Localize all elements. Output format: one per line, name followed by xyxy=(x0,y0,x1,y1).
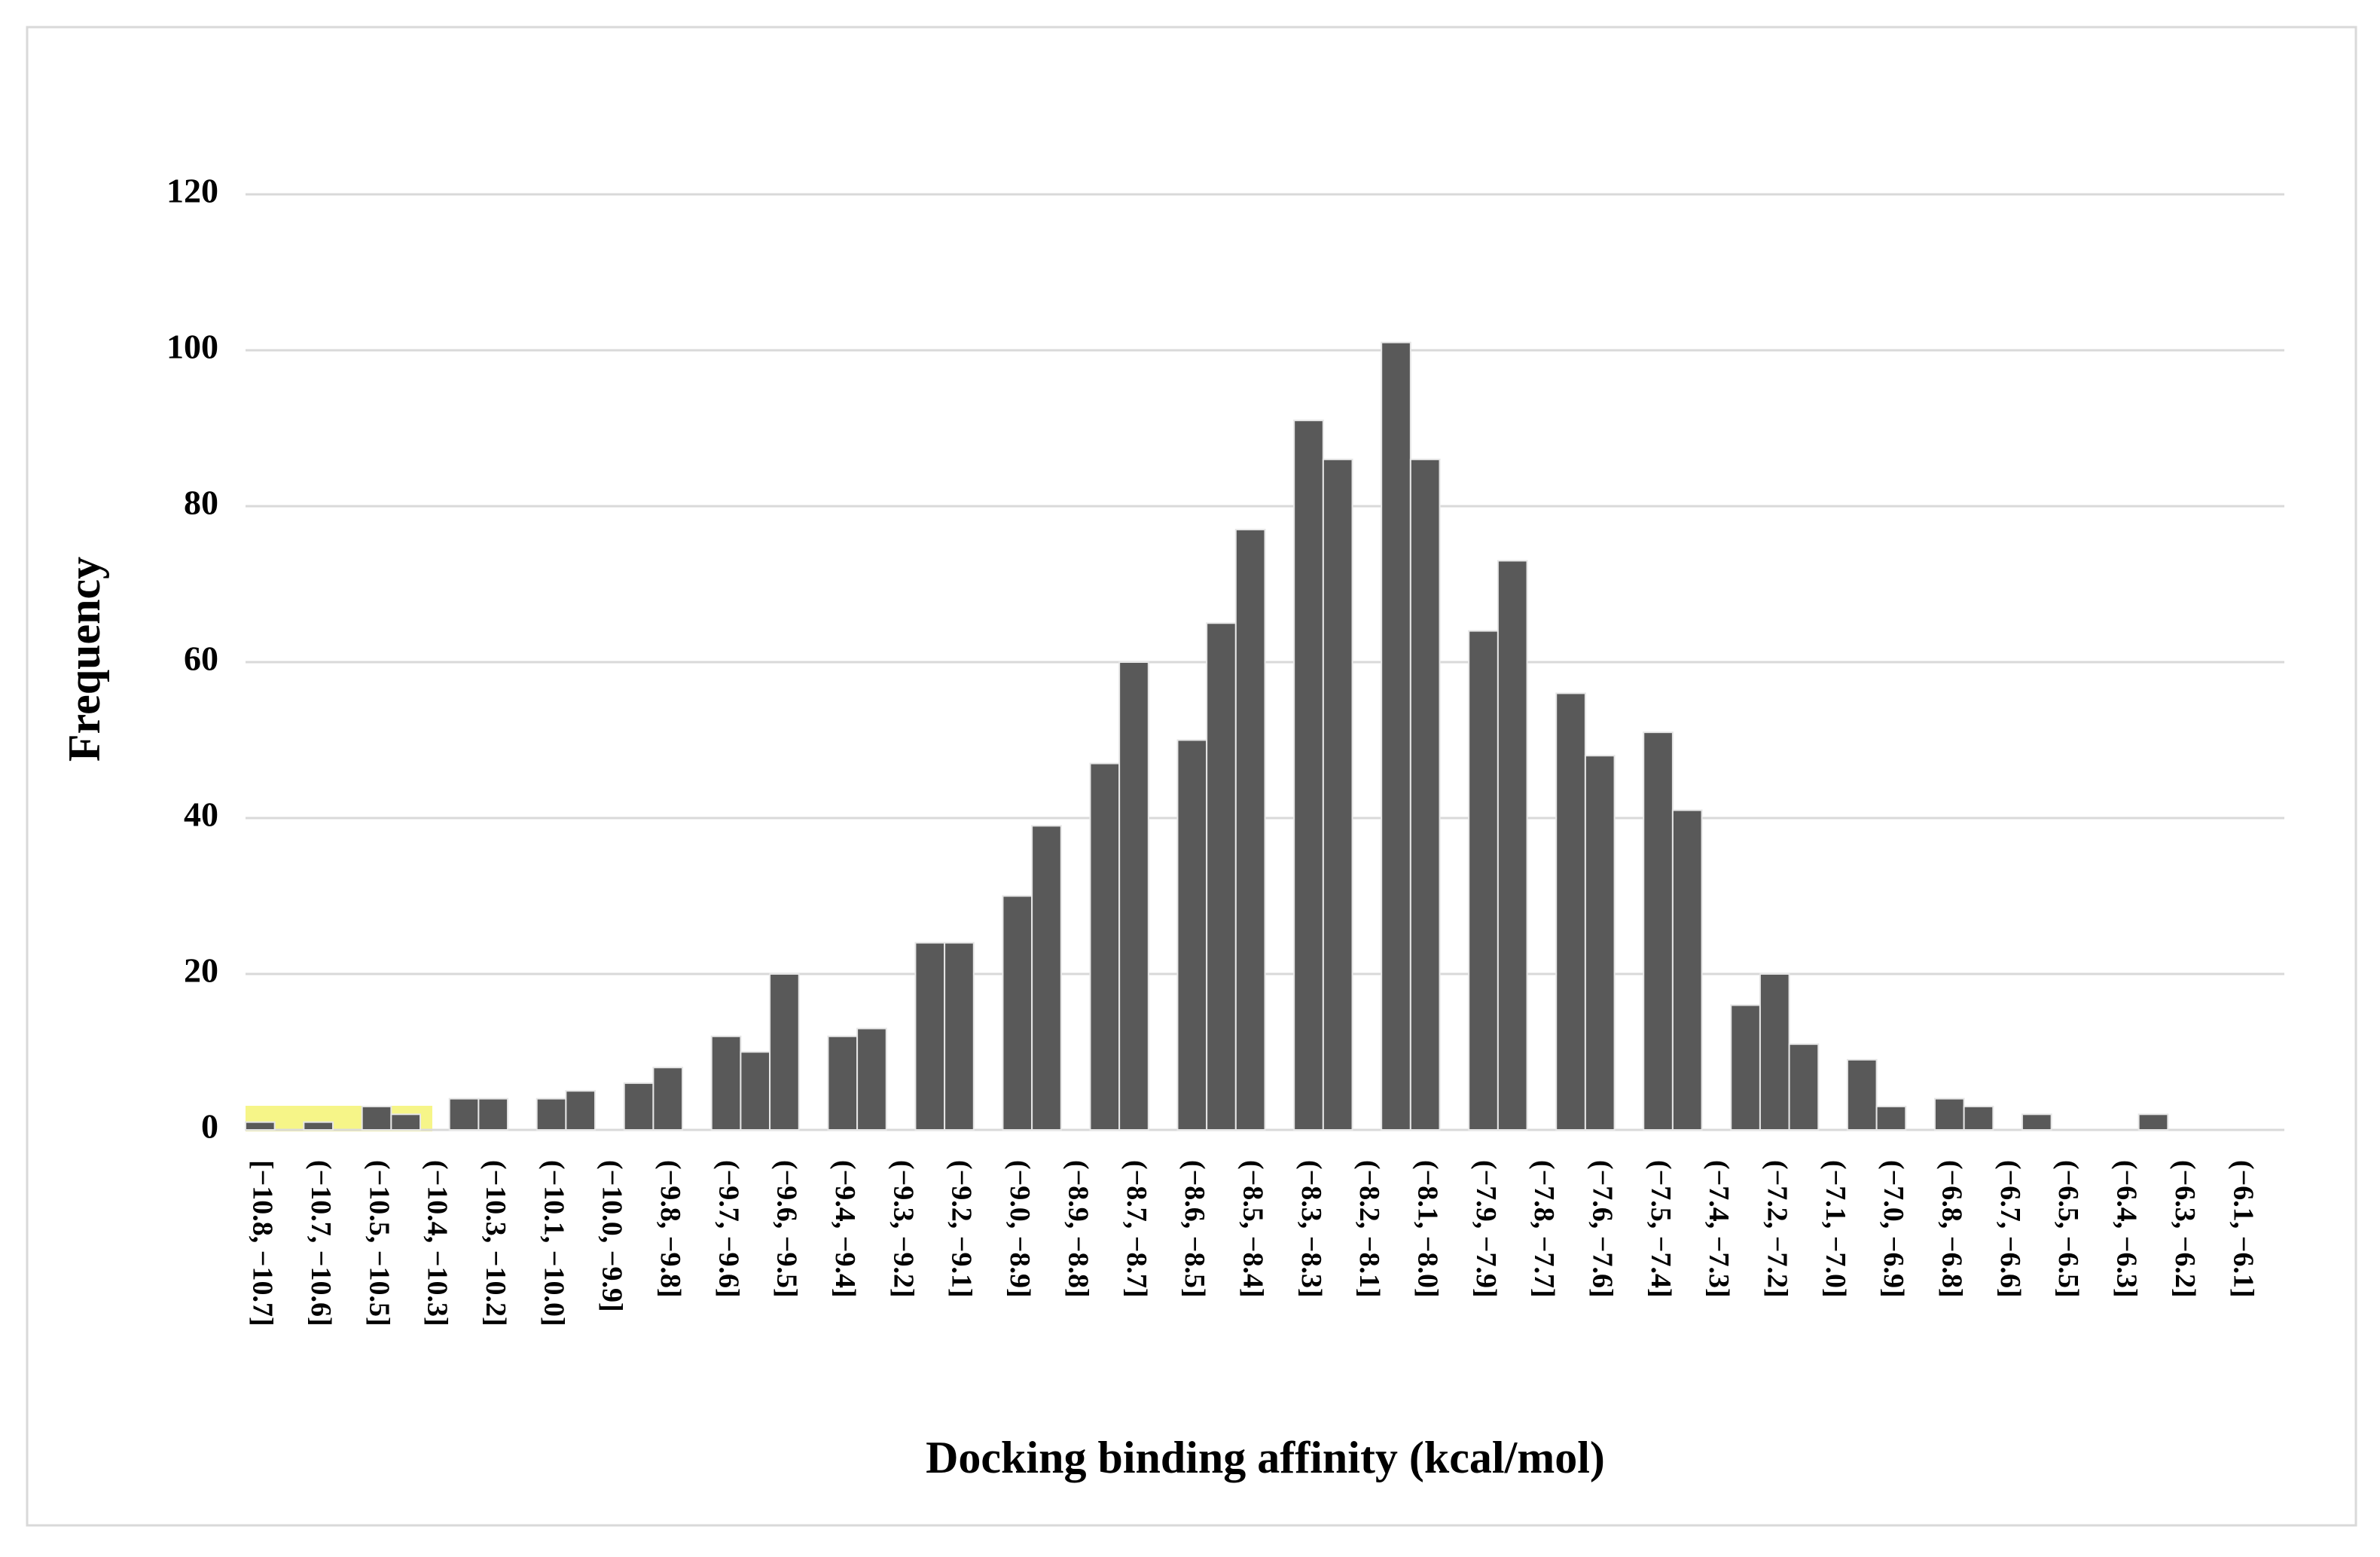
y-tick-label: 80 xyxy=(184,484,218,522)
x-tick-label: (−6.8, −6.8] xyxy=(1936,1160,1968,1298)
x-tick-label: (−10.7, −10.6] xyxy=(305,1160,337,1327)
bar xyxy=(1089,762,1121,1131)
x-tick-label: (−6.5, −6.5] xyxy=(2052,1160,2084,1298)
y-tick-label: 0 xyxy=(201,1107,218,1146)
bar xyxy=(1875,1105,1907,1131)
bar xyxy=(652,1067,684,1131)
x-tick-label: (−8.1, −8.0] xyxy=(1411,1160,1443,1298)
bar xyxy=(1846,1058,1878,1131)
bar xyxy=(1555,692,1586,1131)
bar xyxy=(914,942,946,1131)
x-tick-label: (−10.1, −10.0] xyxy=(538,1160,569,1327)
y-axis-title: Frequency xyxy=(60,557,109,762)
bar xyxy=(1963,1105,1994,1131)
x-tick-label: (−6.1, −6.1] xyxy=(2227,1160,2259,1298)
x-tick-label: (−8.6, −8.5] xyxy=(1179,1160,1210,1298)
bar xyxy=(944,942,975,1131)
bar xyxy=(1409,458,1441,1131)
bar xyxy=(827,1035,859,1131)
bar xyxy=(390,1113,422,1131)
bar xyxy=(1468,630,1499,1131)
bar xyxy=(536,1098,567,1131)
bar xyxy=(769,973,800,1131)
x-tick-label: (−8.7, −8.7] xyxy=(1121,1160,1152,1298)
bar xyxy=(245,1121,276,1131)
x-tick-label: (−6.3, −6.2] xyxy=(2169,1160,2201,1298)
bar xyxy=(1234,529,1266,1131)
bar xyxy=(1759,973,1790,1131)
bar xyxy=(448,1098,480,1131)
x-tick-label: (−8.3, −8.3] xyxy=(1295,1160,1327,1298)
y-tick-label: 60 xyxy=(184,640,218,678)
x-tick-label: (−7.6, −7.6] xyxy=(1587,1160,1619,1298)
x-tick-label: (−10.0, −9.9] xyxy=(597,1160,628,1312)
bar xyxy=(1322,458,1353,1131)
bar xyxy=(1933,1098,1965,1131)
y-tick-label: 20 xyxy=(184,951,218,990)
bar xyxy=(303,1121,334,1131)
bars xyxy=(245,341,2169,1131)
x-tick-label: (−9.4, −9.4] xyxy=(829,1160,861,1298)
bar xyxy=(740,1051,771,1131)
y-tick-label: 100 xyxy=(166,328,218,366)
x-tick-label: (−7.1, −7.0] xyxy=(1820,1160,1851,1298)
x-tick-label: (−7.2, −7.2] xyxy=(1762,1160,1793,1298)
x-axis-title: Docking binding affinity (kcal/mol) xyxy=(926,1433,1605,1482)
bar xyxy=(623,1082,654,1131)
x-tick-label: (−9.3, −9.2] xyxy=(887,1160,919,1298)
bar xyxy=(856,1027,887,1131)
bar xyxy=(1118,661,1149,1131)
x-tick-label: [−10.8, −10.7] xyxy=(247,1160,279,1327)
bar xyxy=(710,1035,742,1131)
y-tick-label: 40 xyxy=(184,795,218,834)
bar xyxy=(1293,420,1324,1131)
bar xyxy=(1002,895,1033,1131)
bar xyxy=(1584,755,1616,1131)
x-tick-label: (−8.5, −8.4] xyxy=(1237,1160,1268,1298)
x-tick-label: (−9.7, −9.6] xyxy=(712,1160,744,1298)
x-tick-label: (−10.3, −10.2] xyxy=(480,1160,511,1327)
x-tick-label: (−8.2, −8.1] xyxy=(1353,1160,1385,1298)
x-tick-label: (−9.2, −9.1] xyxy=(946,1160,978,1298)
y-tick-label: 120 xyxy=(166,172,218,210)
bar xyxy=(1497,560,1528,1131)
bar xyxy=(565,1090,597,1131)
x-tick-label: (−7.0, −6.9] xyxy=(1878,1160,1909,1298)
x-tick-label: (−9.8, −9.8] xyxy=(654,1160,686,1298)
bar xyxy=(1031,825,1062,1131)
bar xyxy=(2137,1113,2169,1131)
bar xyxy=(1176,739,1208,1131)
x-tick-label: (−8.9, −8.8] xyxy=(1062,1160,1094,1298)
x-tick-label: (−6.7, −6.6] xyxy=(1994,1160,2026,1298)
bar xyxy=(2021,1113,2052,1131)
bar xyxy=(1671,809,1703,1131)
x-tick-label: (−7.4, −7.3] xyxy=(1703,1160,1735,1298)
bar xyxy=(1730,1004,1761,1131)
x-tick-label: (−9.6, −9.5] xyxy=(771,1160,803,1298)
x-tick-label: (−7.9, −7.9] xyxy=(1470,1160,1502,1298)
x-tick-label: (−10.5, −10.5] xyxy=(363,1160,395,1327)
bar xyxy=(1643,731,1674,1131)
bar xyxy=(1206,622,1237,1131)
x-tick-label: (−7.5, −7.4] xyxy=(1645,1160,1677,1298)
x-tick-label: (−9.0, −8.9] xyxy=(1004,1160,1036,1298)
x-tick-label: (−7.8, −7.7] xyxy=(1528,1160,1560,1298)
bar xyxy=(1381,341,1411,1131)
x-tick-label: (−10.4, −10.3] xyxy=(422,1160,453,1327)
bar xyxy=(478,1098,509,1131)
x-tick-label: (−6.4, −6.3] xyxy=(2111,1160,2143,1298)
bar xyxy=(1788,1043,1820,1131)
bar xyxy=(361,1105,392,1131)
